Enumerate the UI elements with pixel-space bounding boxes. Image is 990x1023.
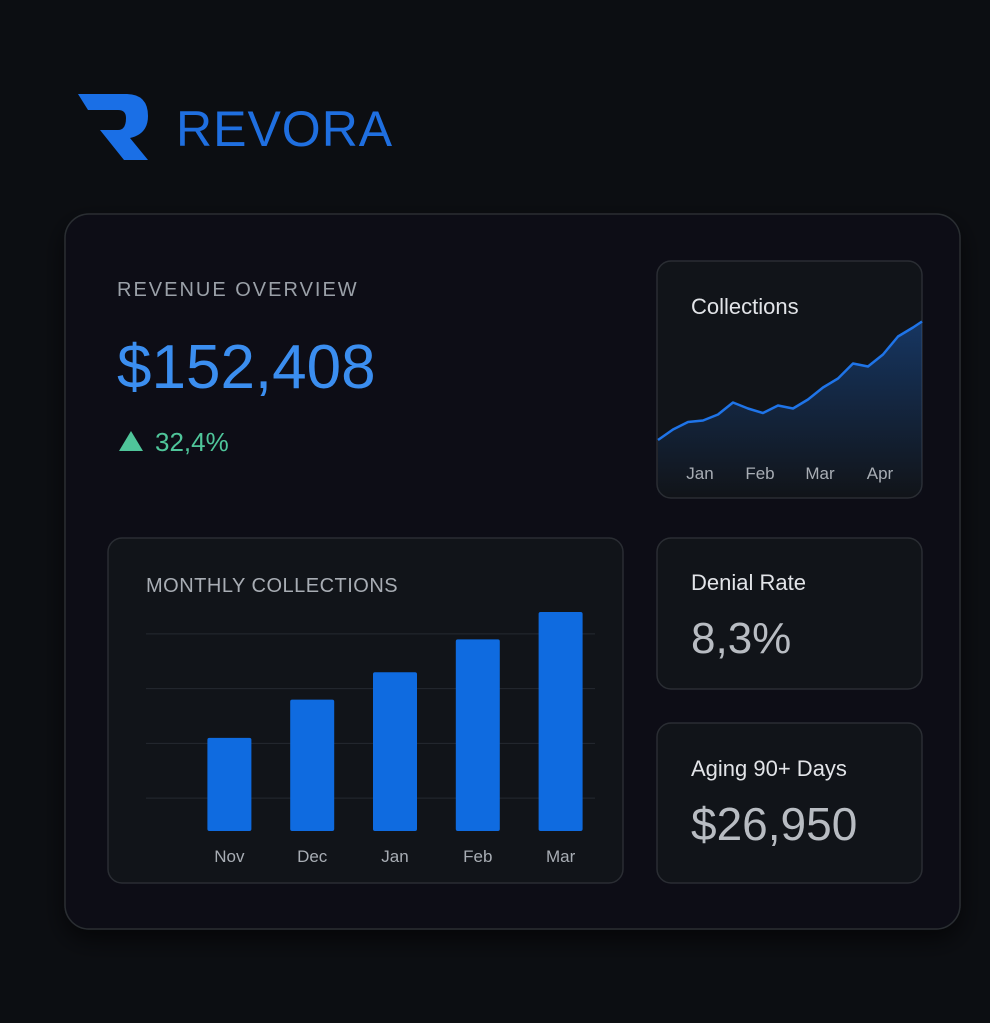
denial-label: Denial Rate [691,570,806,595]
bar [373,672,417,831]
brand-name: REVORA [176,101,393,157]
aging-value: $26,950 [691,798,857,850]
x-tick-label: Dec [297,847,328,866]
line-area [658,321,922,497]
x-tick-label: Mar [805,464,835,483]
aging-label: Aging 90+ Days [691,756,847,781]
denial-value: 8,3% [691,614,791,663]
collections-title: Collections [691,294,799,319]
revenue-amount: $152,408 [117,333,376,402]
x-tick-label: Mar [546,847,576,866]
bar [290,699,335,831]
x-tick-label: Feb [745,464,774,483]
bar-chart: Nov Dec Jan Feb Mar [146,611,595,866]
line-series [657,320,923,442]
revenue-change: 32,4% [155,427,229,457]
logo-mark [78,94,148,160]
x-tick-label: Nov [214,847,245,866]
revenue-label: REVENUE OVERVIEW [117,279,359,301]
x-tick-label: Jan [381,847,408,866]
change-arrow [119,431,143,451]
line-chart: Jan Feb Mar Apr [657,320,923,497]
monthly-title: MONTHLY COLLECTIONS [146,575,398,597]
bar [455,639,500,831]
denial-card [656,537,923,690]
bar [538,611,583,831]
x-tick-label: Jan [686,464,713,483]
x-tick-label: Feb [463,847,492,866]
bar [207,737,252,831]
aging-card [656,722,923,884]
x-tick-label: Apr [867,464,894,483]
